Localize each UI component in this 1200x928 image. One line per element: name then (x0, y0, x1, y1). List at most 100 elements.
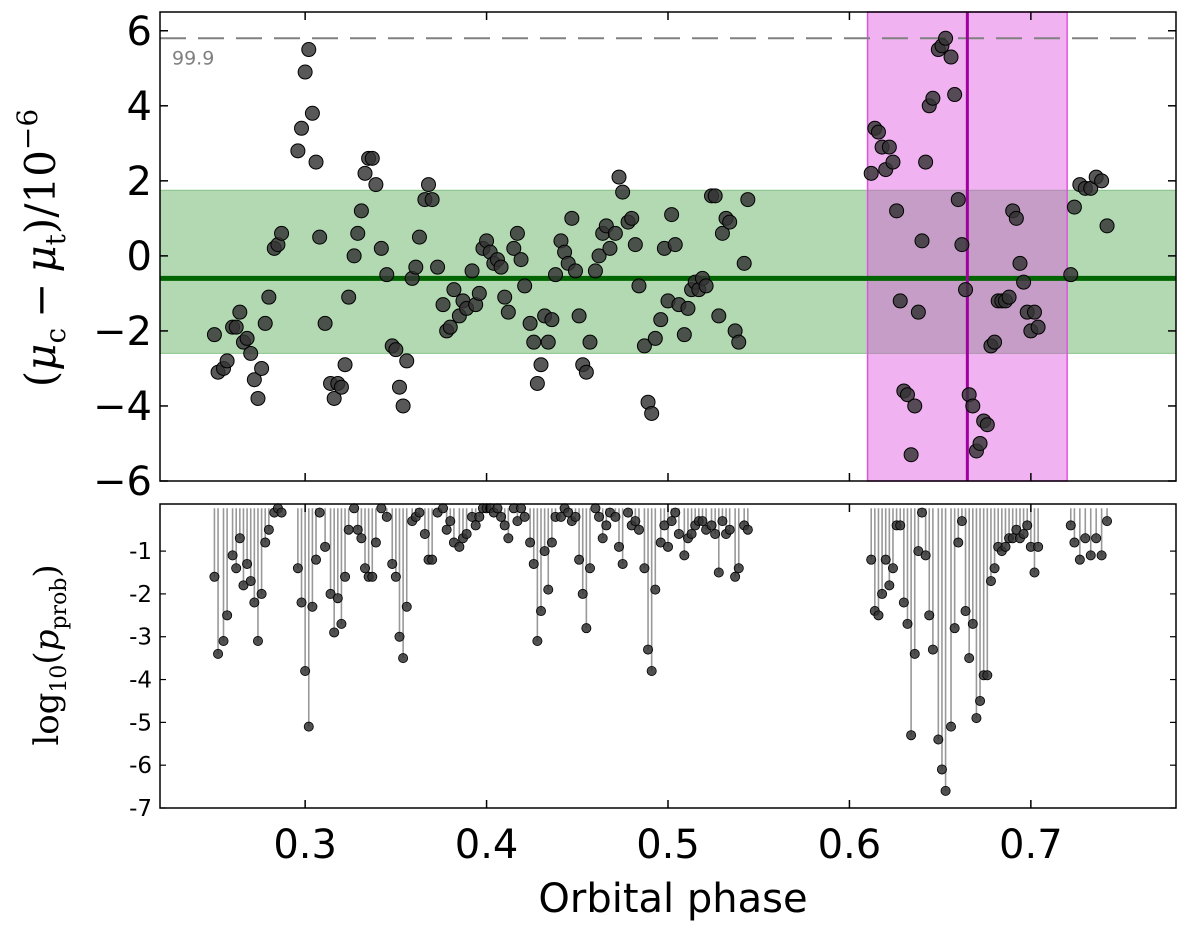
top-data-point (1063, 267, 1079, 283)
bottom-data-point (419, 528, 430, 539)
bottom-data-point (866, 554, 877, 565)
bottom-data-point (933, 734, 944, 745)
top-data-point (471, 285, 487, 301)
top-data-point (290, 143, 306, 159)
top-data-point (228, 319, 244, 335)
top-data-point (627, 237, 643, 253)
bottom-data-point (263, 524, 274, 535)
top-data-point (644, 405, 660, 421)
bottom-data-point (332, 593, 343, 604)
bottom-data-point (670, 507, 681, 518)
top-data-point (304, 105, 320, 121)
top-ytick-label: −4 (93, 384, 152, 430)
top-data-point (500, 304, 516, 320)
bottom-data-point (706, 520, 717, 531)
bottom-data-point (633, 524, 644, 535)
bottom-data-point (913, 546, 924, 557)
bottom-data-point (543, 584, 554, 595)
top-data-point (636, 338, 652, 354)
top-data-point (607, 225, 623, 241)
bottom-data-point (555, 511, 566, 522)
top-data-point (947, 87, 963, 103)
bottom-data-point (311, 554, 322, 565)
bottom-data-point (441, 524, 452, 535)
top-data-point (711, 308, 727, 324)
top-data-point (411, 229, 427, 245)
bottom-data-point (222, 610, 233, 621)
bottom-data-point (1085, 550, 1096, 561)
top-data-point (326, 390, 342, 406)
top-ylabel: (μc−μt)/10−6 (11, 109, 72, 387)
bottom-xtick-label: 0.5 (636, 822, 700, 868)
bottom-data-point (964, 653, 975, 664)
bottom-data-point (1096, 550, 1107, 561)
bottom-data-point (936, 764, 947, 775)
top-data-point (257, 315, 273, 331)
top-ytick-label: 0 (127, 234, 152, 280)
bottom-data-point (884, 580, 895, 591)
top-data-point (364, 150, 380, 166)
bottom-data-point (356, 533, 367, 544)
bottom-data-point (590, 503, 601, 514)
bottom-data-point (650, 584, 661, 595)
bottom-data-point (296, 597, 307, 608)
top-data-point (647, 330, 663, 346)
top-data-point (714, 225, 730, 241)
top-data-point (341, 289, 357, 305)
bottom-data-point (989, 563, 1000, 574)
bottom-data-point (1033, 541, 1044, 552)
bottom-data-point (717, 516, 728, 527)
bottom-data-point (697, 516, 708, 527)
top-data-point (1099, 218, 1115, 234)
bottom-ytick-label: -4 (129, 668, 152, 694)
bottom-data-point (256, 588, 267, 599)
bottom-data-point (249, 597, 260, 608)
bottom-data-point (445, 516, 456, 527)
top-data-point (870, 124, 886, 140)
bottom-data-point (242, 558, 253, 569)
top-data-point (294, 120, 310, 136)
bottom-ytick-label: -1 (129, 539, 152, 565)
bottom-data-point (325, 588, 336, 599)
top-data-point (506, 240, 522, 256)
bottom-data-point (381, 511, 392, 522)
top-ytick-label: −6 (93, 459, 152, 505)
top-data-point (246, 372, 262, 388)
bottom-data-point (895, 520, 906, 531)
top-data-point (254, 360, 270, 376)
top-data-point (571, 308, 587, 324)
top-data-point (698, 278, 714, 294)
top-data-point (736, 255, 752, 271)
top-data-point (424, 192, 440, 208)
bottom-data-point (902, 618, 913, 629)
top-data-point (653, 312, 669, 328)
bottom-data-point (873, 610, 884, 621)
top-data-point (435, 297, 451, 313)
top-data-point (548, 267, 564, 283)
top-data-point (509, 225, 525, 241)
top-data-point (943, 49, 959, 65)
top-data-point (243, 345, 259, 361)
top-data-point (337, 357, 353, 373)
top-data-point (591, 248, 607, 264)
bottom-data-point (314, 507, 325, 518)
top-data-point (1016, 274, 1032, 290)
bottom-data-point (906, 730, 917, 741)
top-data-point (301, 42, 317, 58)
bottom-xtick-label: 0.6 (818, 822, 882, 868)
bottom-data-point (924, 610, 935, 621)
bottom-ytick-label: -5 (129, 710, 152, 736)
bottom-data-point (536, 606, 547, 617)
top-points (206, 30, 1115, 463)
top-ytick-label: 2 (127, 159, 152, 205)
bottom-points (209, 503, 1113, 796)
bottom-data-point (584, 563, 595, 574)
bottom-data-point (971, 713, 982, 724)
top-data-point (1026, 304, 1042, 320)
bottom-data-point (213, 648, 224, 659)
top-data-point (350, 225, 366, 241)
bottom-data-point (898, 597, 909, 608)
bottom-data-point (679, 550, 690, 561)
top-frame (159, 11, 1177, 482)
top-data-point (529, 375, 545, 391)
